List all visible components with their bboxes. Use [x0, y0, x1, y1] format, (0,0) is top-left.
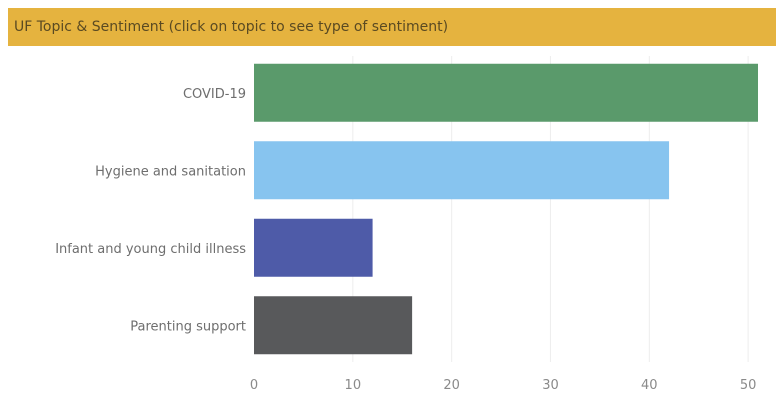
x-tick-label: 10	[345, 378, 362, 393]
bar-hygiene-and-sanitation[interactable]	[254, 141, 670, 200]
category-label[interactable]: Infant and young child illness	[55, 242, 246, 257]
chart-header: UF Topic & Sentiment (click on topic to …	[8, 8, 776, 46]
x-tick-label: 30	[542, 378, 559, 393]
category-label[interactable]: COVID-19	[183, 87, 246, 102]
bar-covid-19[interactable]	[254, 63, 758, 122]
category-label[interactable]: Hygiene and sanitation	[95, 164, 246, 179]
x-tick-label: 50	[740, 378, 757, 393]
bar-parenting-support[interactable]	[254, 296, 413, 355]
bar-infant-and-young-child-illness[interactable]	[254, 218, 373, 277]
x-tick-label: 20	[443, 378, 460, 393]
x-tick-label: 0	[250, 378, 258, 393]
chart-title: UF Topic & Sentiment (click on topic to …	[14, 19, 449, 35]
category-label[interactable]: Parenting support	[130, 319, 246, 334]
x-tick-label: 40	[641, 378, 658, 393]
